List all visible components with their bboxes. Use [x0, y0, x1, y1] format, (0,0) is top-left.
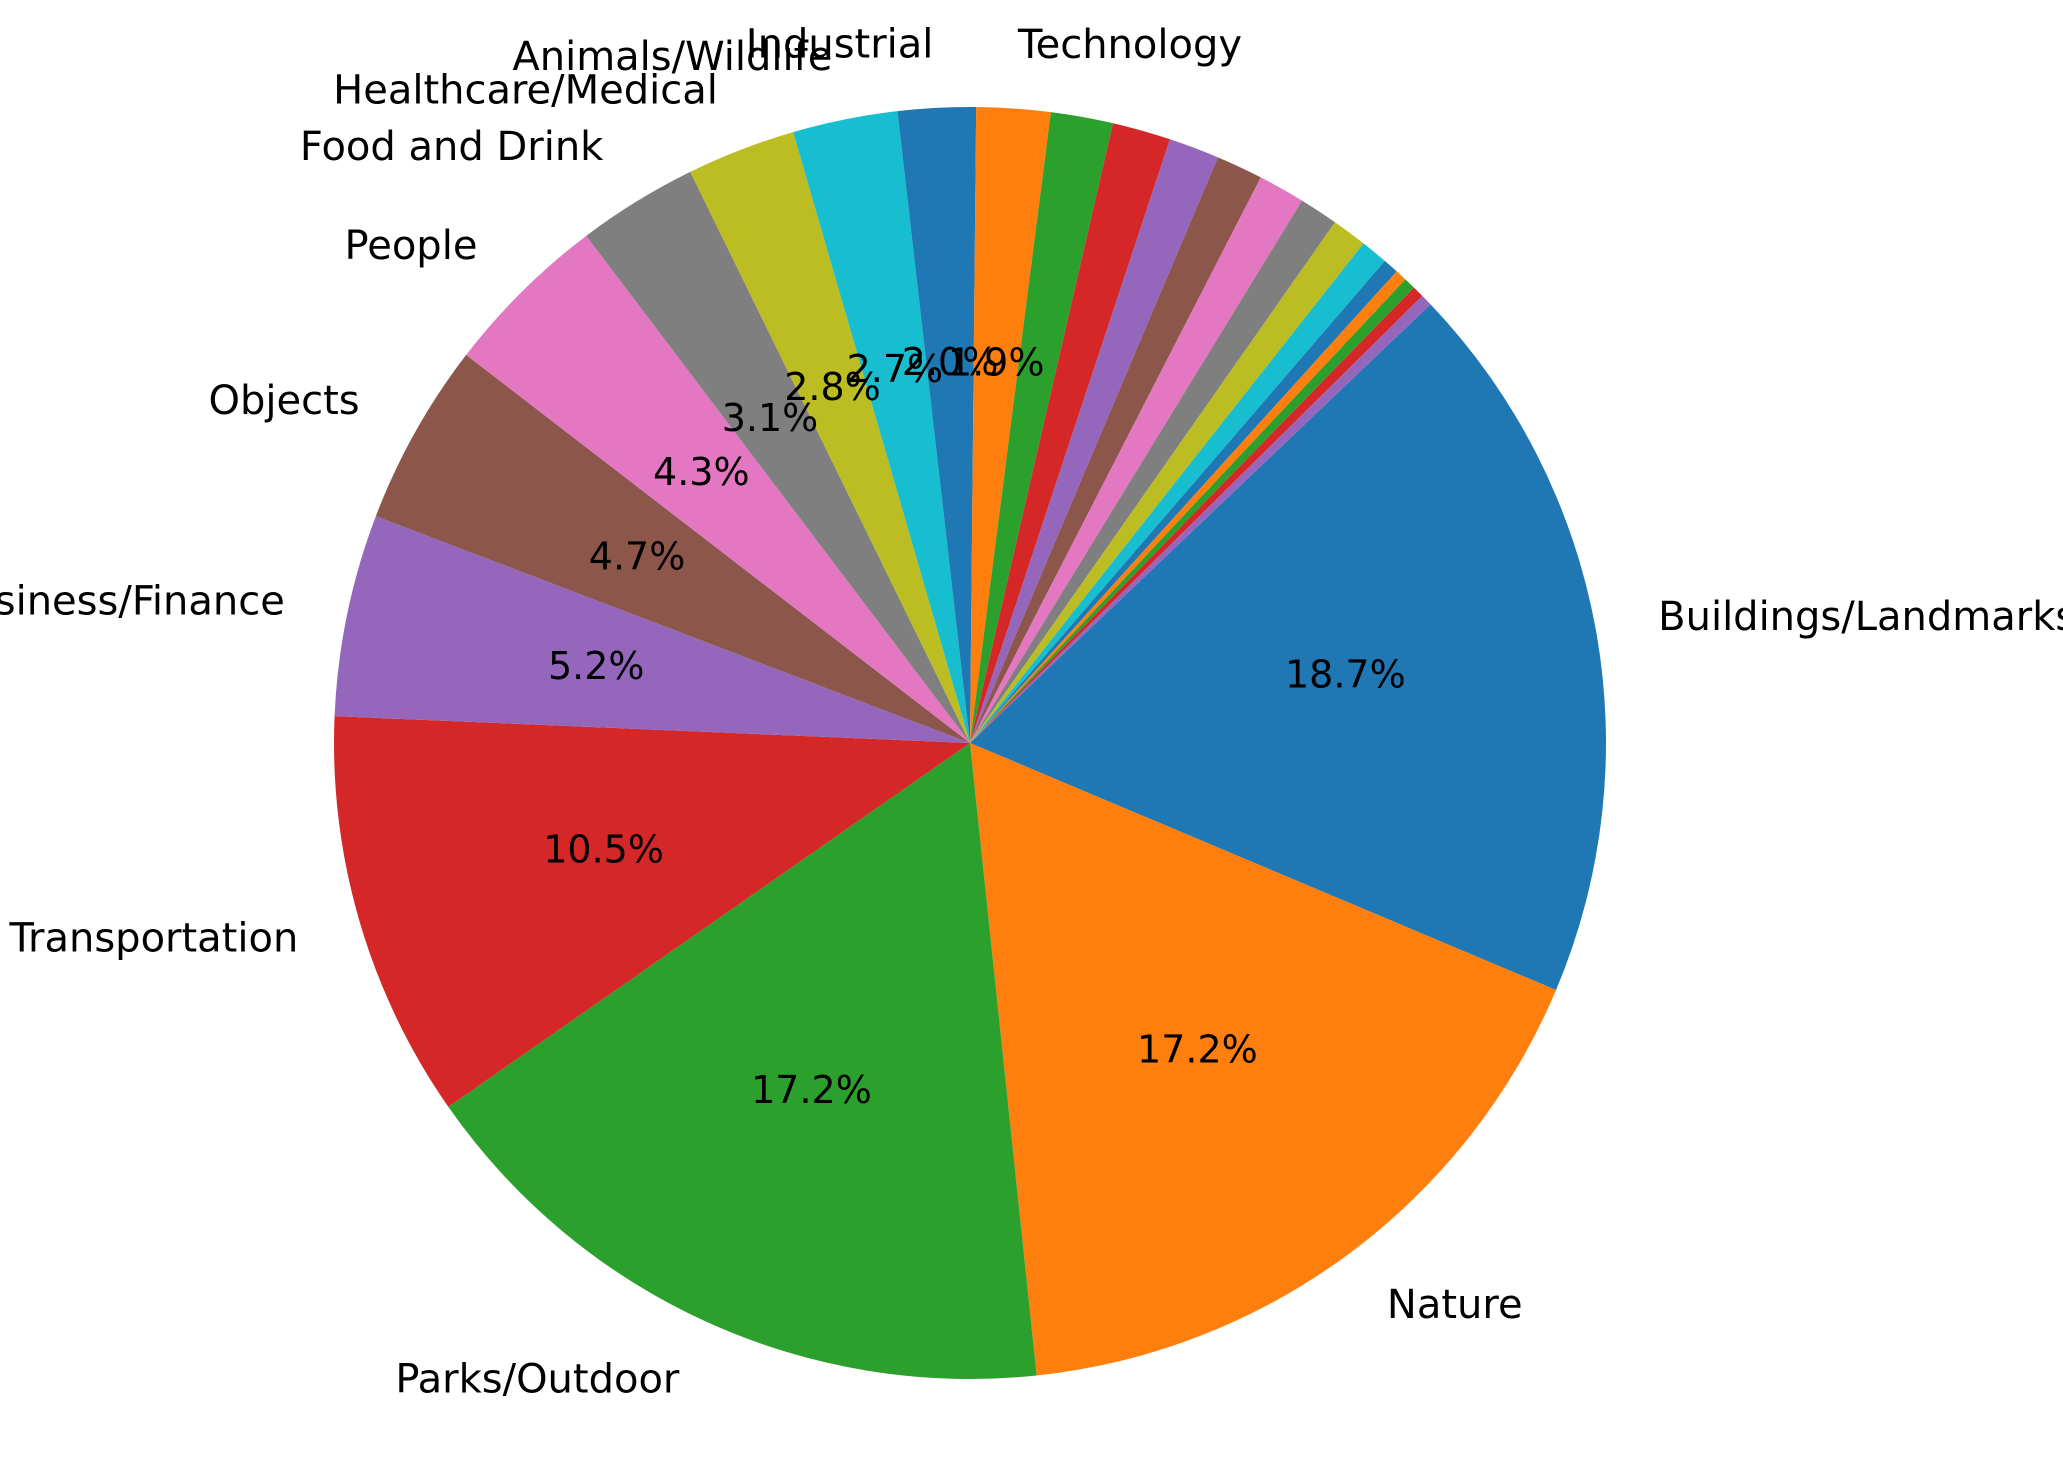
pie-slice-technology	[970, 107, 1051, 743]
pie-percent-label: 4.3%	[653, 450, 750, 494]
pie-percent-label: 2.8%	[784, 365, 881, 409]
pie-category-label: Technology	[1017, 22, 1242, 68]
pie-percent-label: 1.9%	[948, 340, 1045, 384]
pie-category-label: People	[345, 223, 478, 269]
pie-slice-business-finance	[334, 516, 971, 743]
pie-category-label: Business/Finance	[0, 579, 285, 625]
pie-slice-slice-14	[970, 139, 1218, 743]
pie-percent-label: 18.7%	[1285, 652, 1406, 696]
pie-slice-buildings-landmarks	[970, 304, 1606, 991]
pie-category-labels: Buildings/Landmarks Nature Parks/Outdoor Tr…	[0, 21, 2063, 1402]
pie-slice-industrial	[897, 107, 977, 744]
pie-category-label: Transportation	[8, 916, 298, 962]
pie-slice-slice-17	[970, 200, 1336, 744]
pie-percent-label: 5.2%	[548, 644, 645, 688]
pie-slice-slice-24	[970, 295, 1431, 743]
pie-percent-label: 17.2%	[1137, 1027, 1258, 1071]
pie-slice-transportation	[334, 716, 971, 1107]
pie-slice-slice-18	[970, 222, 1364, 744]
pie-category-label: Healthcare/Medical	[333, 67, 718, 113]
pie-slice-food-and-drink	[586, 171, 970, 743]
pie-slice-slice-19	[970, 243, 1385, 744]
pie-slice-slice-20	[970, 260, 1397, 743]
pie-category-label: Nature	[1387, 1282, 1523, 1328]
pie-slices	[334, 107, 1606, 1379]
pie-slice-people	[466, 235, 970, 744]
pie-slice-slice-21	[970, 271, 1406, 743]
pie-category-label: Food and Drink	[300, 124, 604, 170]
pie-slice-objects	[375, 354, 970, 743]
pie-category-label: Industrial	[746, 21, 934, 67]
pie-percent-label: 17.2%	[751, 1068, 872, 1112]
pie-percent-labels: 18.7% 17.2% 17.2% 10.5% 5.2% 4.7% 4.3% 3.1%2.8%…	[543, 340, 1405, 1112]
pie-slice-nature	[970, 743, 1557, 1376]
pie-percent-label: 10.5%	[543, 828, 664, 872]
pie-slice-parks-outdoor	[448, 743, 1037, 1379]
pie-slice-animals-wildlife	[793, 111, 970, 743]
pie-percent-label: 3.1%	[722, 396, 819, 440]
pie-slice-slice-22	[970, 279, 1414, 743]
pie-percent-label: 2.0%	[902, 340, 999, 384]
pie-slice-slice-23	[970, 287, 1423, 743]
pie-slice-slice-15	[970, 157, 1261, 744]
pie-category-label: Buildings/Landmarks	[1658, 594, 2063, 640]
pie-category-label: Parks/Outdoor	[395, 1356, 680, 1402]
pie-slice-slice-12	[970, 112, 1114, 744]
pie-slice-slice-16	[970, 177, 1303, 743]
pie-percent-label: 4.7%	[589, 535, 686, 579]
pie-percent-label: 2.7%	[847, 347, 944, 391]
pie-slice-healthcare-medical	[690, 132, 970, 744]
pie-category-label: Animals/Wildlife	[512, 34, 832, 80]
pie-category-label: Objects	[208, 378, 359, 424]
pie-slice-slice-13	[970, 123, 1170, 743]
